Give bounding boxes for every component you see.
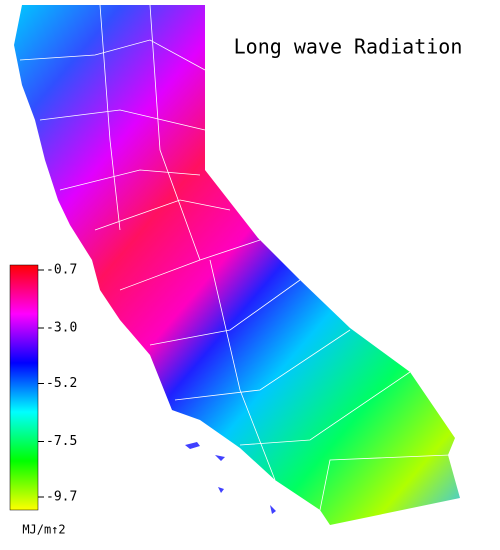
colorbar: [9, 264, 39, 511]
colorbar-unit: MJ/m↑2: [22, 523, 65, 537]
colorbar-tick-label: -9.7: [46, 490, 77, 505]
colorbar-tick-label: -3.0: [46, 321, 77, 336]
map-title: Long wave Radiation: [234, 35, 463, 59]
state-shape: [14, 4, 460, 525]
colorbar-tick-label: -7.5: [46, 434, 77, 449]
colorbar-tick-label: -0.7: [46, 263, 77, 278]
colorbar-tick-label: -5.2: [46, 376, 77, 391]
